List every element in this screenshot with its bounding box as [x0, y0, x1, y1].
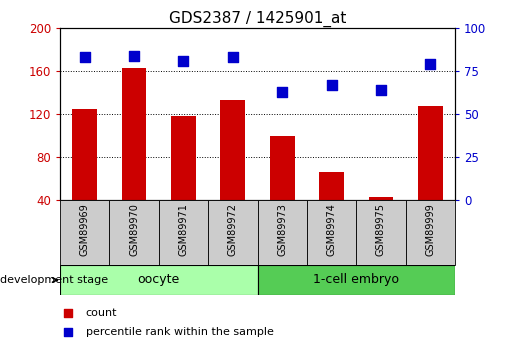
- Text: GSM89970: GSM89970: [129, 203, 139, 256]
- Bar: [270, 136, 294, 200]
- Point: [426, 61, 434, 67]
- Point: [130, 53, 138, 58]
- Point: [278, 89, 286, 95]
- Text: GSM89974: GSM89974: [327, 203, 336, 256]
- Bar: [122, 68, 146, 200]
- Bar: [221, 100, 245, 200]
- Bar: [72, 109, 97, 200]
- Bar: [171, 116, 196, 200]
- Bar: [369, 197, 393, 200]
- Point: [229, 55, 237, 60]
- Bar: [418, 107, 443, 200]
- Bar: [319, 172, 344, 200]
- Text: count: count: [86, 308, 117, 318]
- Text: GSM89972: GSM89972: [228, 203, 238, 256]
- Text: GSM89969: GSM89969: [80, 203, 90, 256]
- Point: [64, 310, 72, 315]
- Bar: [159, 200, 208, 265]
- Text: percentile rank within the sample: percentile rank within the sample: [86, 327, 274, 337]
- Bar: [60, 200, 110, 265]
- Text: 1-cell embryo: 1-cell embryo: [313, 274, 399, 286]
- Point: [377, 87, 385, 93]
- Bar: [406, 200, 455, 265]
- Text: oocyte: oocyte: [138, 274, 180, 286]
- Point: [81, 55, 89, 60]
- Bar: [110, 200, 159, 265]
- Text: GSM89975: GSM89975: [376, 203, 386, 256]
- Bar: [258, 200, 307, 265]
- Point: [64, 329, 72, 335]
- Point: [179, 58, 187, 63]
- Text: GSM89973: GSM89973: [277, 203, 287, 256]
- Text: GSM89999: GSM89999: [425, 203, 435, 256]
- Text: GSM89971: GSM89971: [178, 203, 188, 256]
- Bar: [208, 200, 258, 265]
- Bar: [60, 265, 258, 295]
- Point: [328, 82, 336, 88]
- Title: GDS2387 / 1425901_at: GDS2387 / 1425901_at: [169, 10, 346, 27]
- Bar: [307, 200, 356, 265]
- Bar: [258, 265, 455, 295]
- Bar: [356, 200, 406, 265]
- Text: development stage: development stage: [0, 275, 108, 285]
